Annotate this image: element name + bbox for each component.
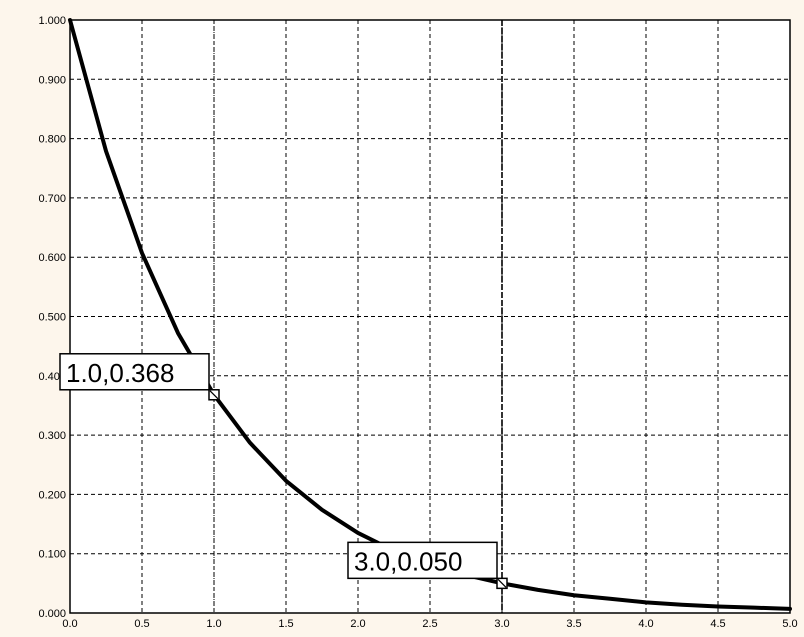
annotation-label: 1.0,0.368 xyxy=(66,358,174,388)
y-tick-label: 0.500 xyxy=(38,312,66,324)
annotation-marker-cross xyxy=(209,390,219,400)
y-tick-label: 1.000 xyxy=(38,15,66,27)
x-tick-label: 3.0 xyxy=(494,618,509,630)
cursor-layer xyxy=(213,20,503,613)
annotation-marker-cross xyxy=(497,578,507,588)
y-tick-label: 0.000 xyxy=(38,608,66,620)
x-tick-label: 5.0 xyxy=(782,618,797,630)
y-tick-label: 0.800 xyxy=(38,134,66,146)
annotation-label: 3.0,0.050 xyxy=(354,546,462,576)
y-tick-label: 0.700 xyxy=(38,193,66,205)
y-tick-label: 0.100 xyxy=(38,549,66,561)
y-tick-label: 0.600 xyxy=(38,252,66,264)
x-tick-label: 1.0 xyxy=(206,618,221,630)
x-tick-label: 0.5 xyxy=(134,618,149,630)
x-tick-label: 4.5 xyxy=(710,618,725,630)
y-tick-label: 0.300 xyxy=(38,430,66,442)
x-tick-label: 0.0 xyxy=(62,618,77,630)
x-tick-label: 1.5 xyxy=(278,618,293,630)
y-tick-label: 0.900 xyxy=(38,74,66,86)
x-tick-label: 2.5 xyxy=(422,618,437,630)
tick-layer: 0.0 0.5 1.0 1.5 2.0 2.5 3.0 3.5 4.0 4.5 5.0 0.000 0.… xyxy=(38,15,797,630)
y-tick-label: 0.200 xyxy=(38,489,66,501)
x-tick-label: 4.0 xyxy=(638,618,653,630)
annotation-layer: 1.0,0.368 3.0,0.050 xyxy=(59,353,508,590)
annotation-box xyxy=(347,541,498,580)
y-tick-label: 0.400 xyxy=(38,371,66,383)
plot-frame xyxy=(69,19,791,614)
x-tick-label: 3.5 xyxy=(566,618,581,630)
annotation-box xyxy=(59,353,210,391)
x-tick-label: 2.0 xyxy=(350,618,365,630)
